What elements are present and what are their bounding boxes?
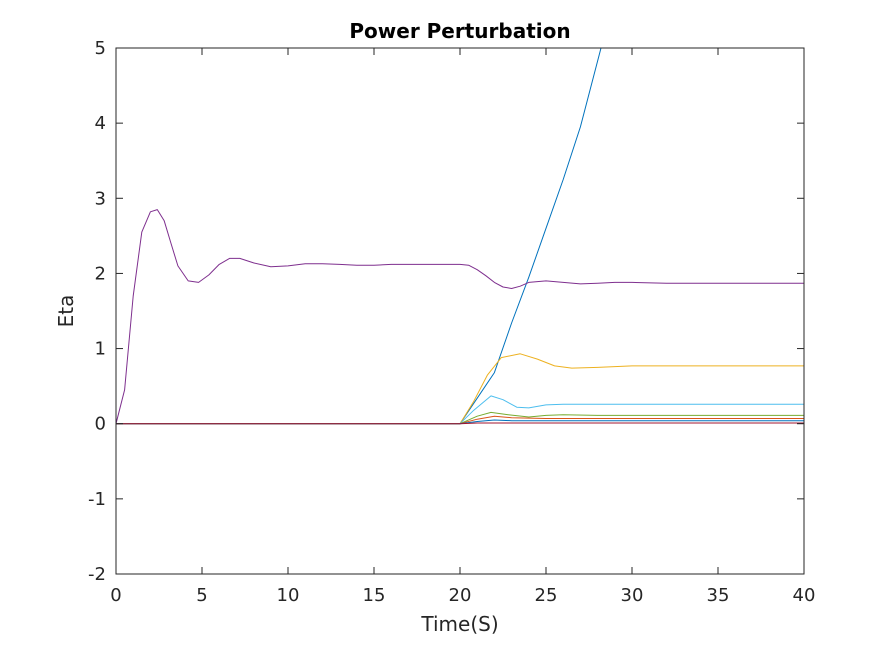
x-tick-label: 20 xyxy=(449,585,472,606)
y-tick-label: -1 xyxy=(88,489,106,510)
chart-title: Power Perturbation xyxy=(349,19,570,43)
tick-layer: 0 5 10 15 20 25 30 35 40 -2 -1 0 1 2 3 4 5 xyxy=(88,38,815,606)
y-tick-label: -2 xyxy=(88,564,106,585)
x-tick-label: 15 xyxy=(363,585,386,606)
series-line-7 xyxy=(116,422,804,425)
series-line-3 xyxy=(116,395,804,425)
x-tick-label: 25 xyxy=(535,585,558,606)
x-tick-label: 30 xyxy=(621,585,644,606)
x-tick-label: 40 xyxy=(793,585,816,606)
x-axis-label: Time(S) xyxy=(420,612,498,636)
x-tick-label: 5 xyxy=(196,585,207,606)
y-tick-label: 3 xyxy=(95,188,106,209)
y-tick-label: 1 xyxy=(95,339,106,360)
y-tick-label: 5 xyxy=(95,38,106,59)
y-tick-label: 2 xyxy=(95,263,106,284)
series-line-1 xyxy=(116,48,602,425)
series-layer xyxy=(116,48,804,425)
x-tick-label: 35 xyxy=(707,585,730,606)
x-tick-label: 10 xyxy=(277,585,300,606)
series-line-2 xyxy=(116,353,804,425)
series-line-8 xyxy=(116,209,804,424)
x-tick-label: 0 xyxy=(110,585,121,606)
plot-background xyxy=(116,48,804,574)
series-line-4 xyxy=(116,411,804,425)
y-tick-label: 4 xyxy=(95,113,106,134)
y-tick-label: 0 xyxy=(95,414,106,435)
y-axis-label: Eta xyxy=(54,295,78,328)
